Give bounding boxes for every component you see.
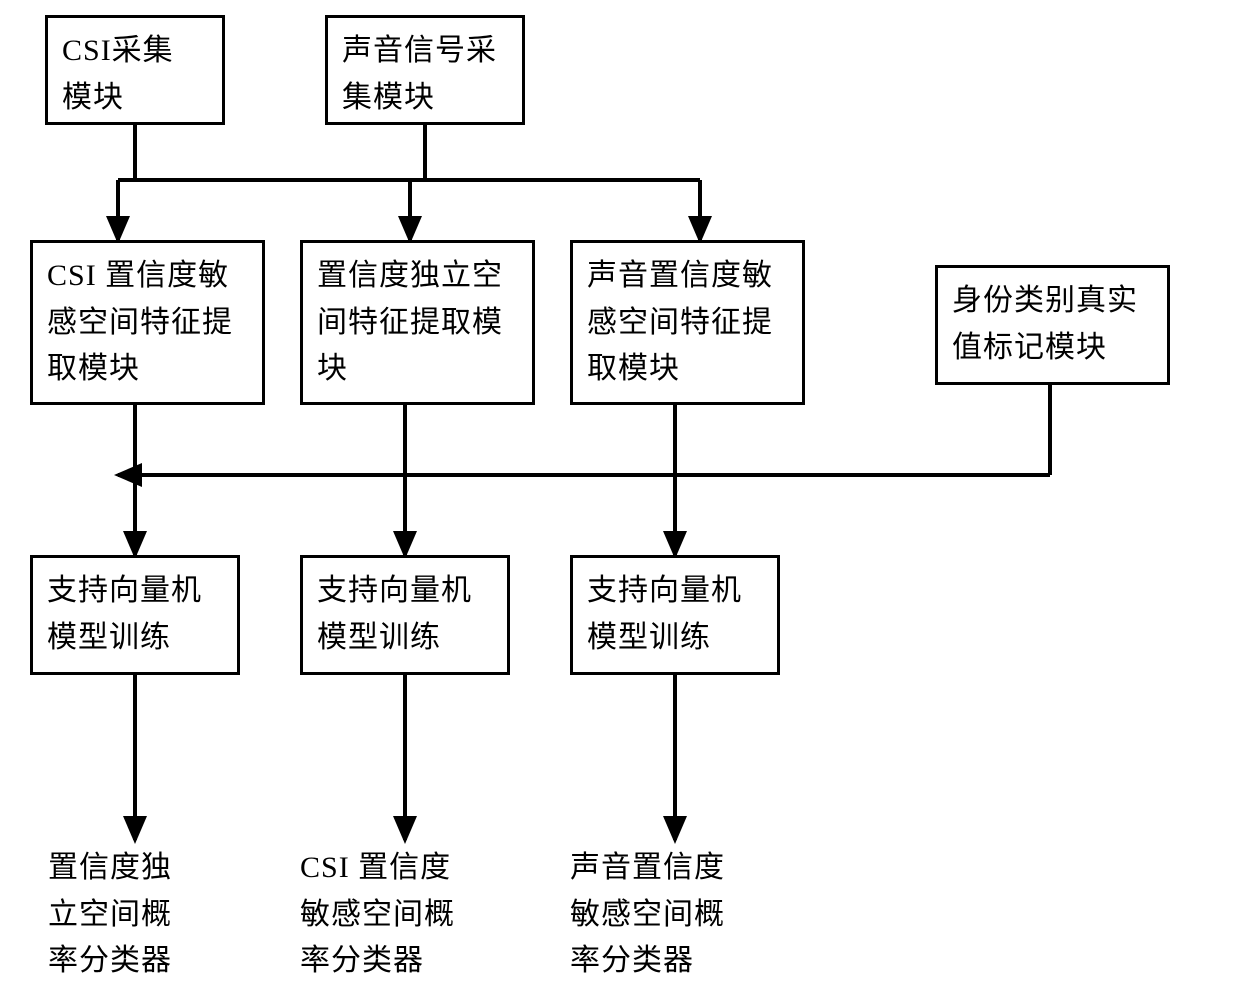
node-label: CSI 置信度敏感空间特征提取模块 [47,259,233,385]
node-label: 声音置信度敏感空间特征提取模块 [587,259,773,385]
output-label: CSI 置信度敏感空间概率分类器 [300,851,455,977]
node-sound-sensitive: 声音置信度敏感空间特征提取模块 [570,240,805,405]
node-sound-collect: 声音信号采集模块 [325,15,525,125]
node-label: 支持向量机模型训练 [587,574,742,654]
node-svm-2: 支持向量机模型训练 [300,555,510,675]
node-csi-collect: CSI采集模块 [45,15,225,125]
node-svm-1: 支持向量机模型训练 [30,555,240,675]
node-independent: 置信度独立空间特征提取模块 [300,240,535,405]
node-csi-sensitive: CSI 置信度敏感空间特征提取模块 [30,240,265,405]
output-2: CSI 置信度敏感空间概率分类器 [300,845,500,985]
node-label: 身份类别真实值标记模块 [952,284,1138,364]
output-1: 置信度独立空间概率分类器 [48,845,228,985]
node-label: 支持向量机模型训练 [317,574,472,654]
diagram-canvas: CSI采集模块 声音信号采集模块 CSI 置信度敏感空间特征提取模块 置信度独立… [0,0,1240,1003]
node-label: 支持向量机模型训练 [47,574,202,654]
node-svm-3: 支持向量机模型训练 [570,555,780,675]
node-label: CSI采集模块 [62,34,174,114]
node-identity: 身份类别真实值标记模块 [935,265,1170,385]
node-label: 置信度独立空间特征提取模块 [317,259,503,385]
output-label: 置信度独立空间概率分类器 [48,851,172,977]
output-label: 声音置信度敏感空间概率分类器 [570,851,725,977]
node-label: 声音信号采集模块 [342,34,497,114]
output-3: 声音置信度敏感空间概率分类器 [570,845,770,985]
